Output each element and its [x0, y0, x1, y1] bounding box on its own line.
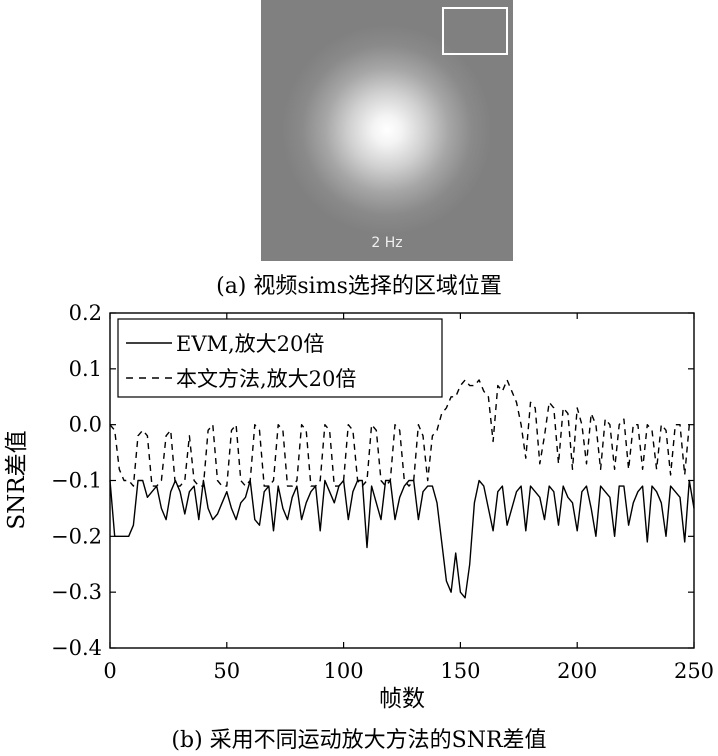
x-tick-label: 200: [557, 659, 597, 683]
x-tick-label: 100: [324, 659, 364, 683]
legend-label-proposed: 本文方法,放大20倍: [176, 367, 356, 391]
y-tick-label: −0.3: [51, 580, 102, 604]
caption-b: (b) 采用不同运动放大方法的SNR差值: [171, 728, 547, 753]
y-tick-label: 0.1: [69, 357, 102, 381]
y-tick-label: −0.2: [51, 524, 102, 548]
series-line-proposed: [109, 379, 694, 487]
series-layer: [109, 379, 695, 599]
x-axis-title: 帧数: [379, 686, 425, 712]
y-axis-title: SNR差值: [4, 430, 30, 529]
x-tick-label: 50: [213, 659, 240, 683]
x-tick-label: 150: [440, 659, 480, 683]
y-tick-label: −0.1: [51, 469, 102, 493]
frequency-label: 2 Hz: [371, 235, 403, 251]
legend-label-evm: EVM,放大20倍: [176, 332, 324, 356]
y-axis-ticks: 0.2 0.1 0.0 −0.1 −0.2 −0.3 −0.4: [51, 301, 694, 660]
caption-a: (a) 视频sims选择的区域位置: [216, 274, 502, 299]
plot-frame: [109, 312, 695, 649]
y-tick-label: −0.4: [51, 636, 102, 660]
legend: EVM,放大20倍 本文方法,放大20倍: [117, 318, 443, 398]
series-line-evm: [109, 479, 695, 599]
x-axis-ticks: 0 50 100 150 200 250: [103, 313, 714, 683]
legend-box: [117, 318, 443, 398]
x-tick-label: 0: [103, 659, 116, 683]
y-tick-label: 0.2: [69, 301, 102, 325]
x-tick-label: 250: [674, 659, 714, 683]
y-tick-label: 0.0: [69, 413, 102, 437]
selected-region-box: [442, 7, 508, 55]
frequency-map-image: 2 Hz: [261, 0, 513, 261]
